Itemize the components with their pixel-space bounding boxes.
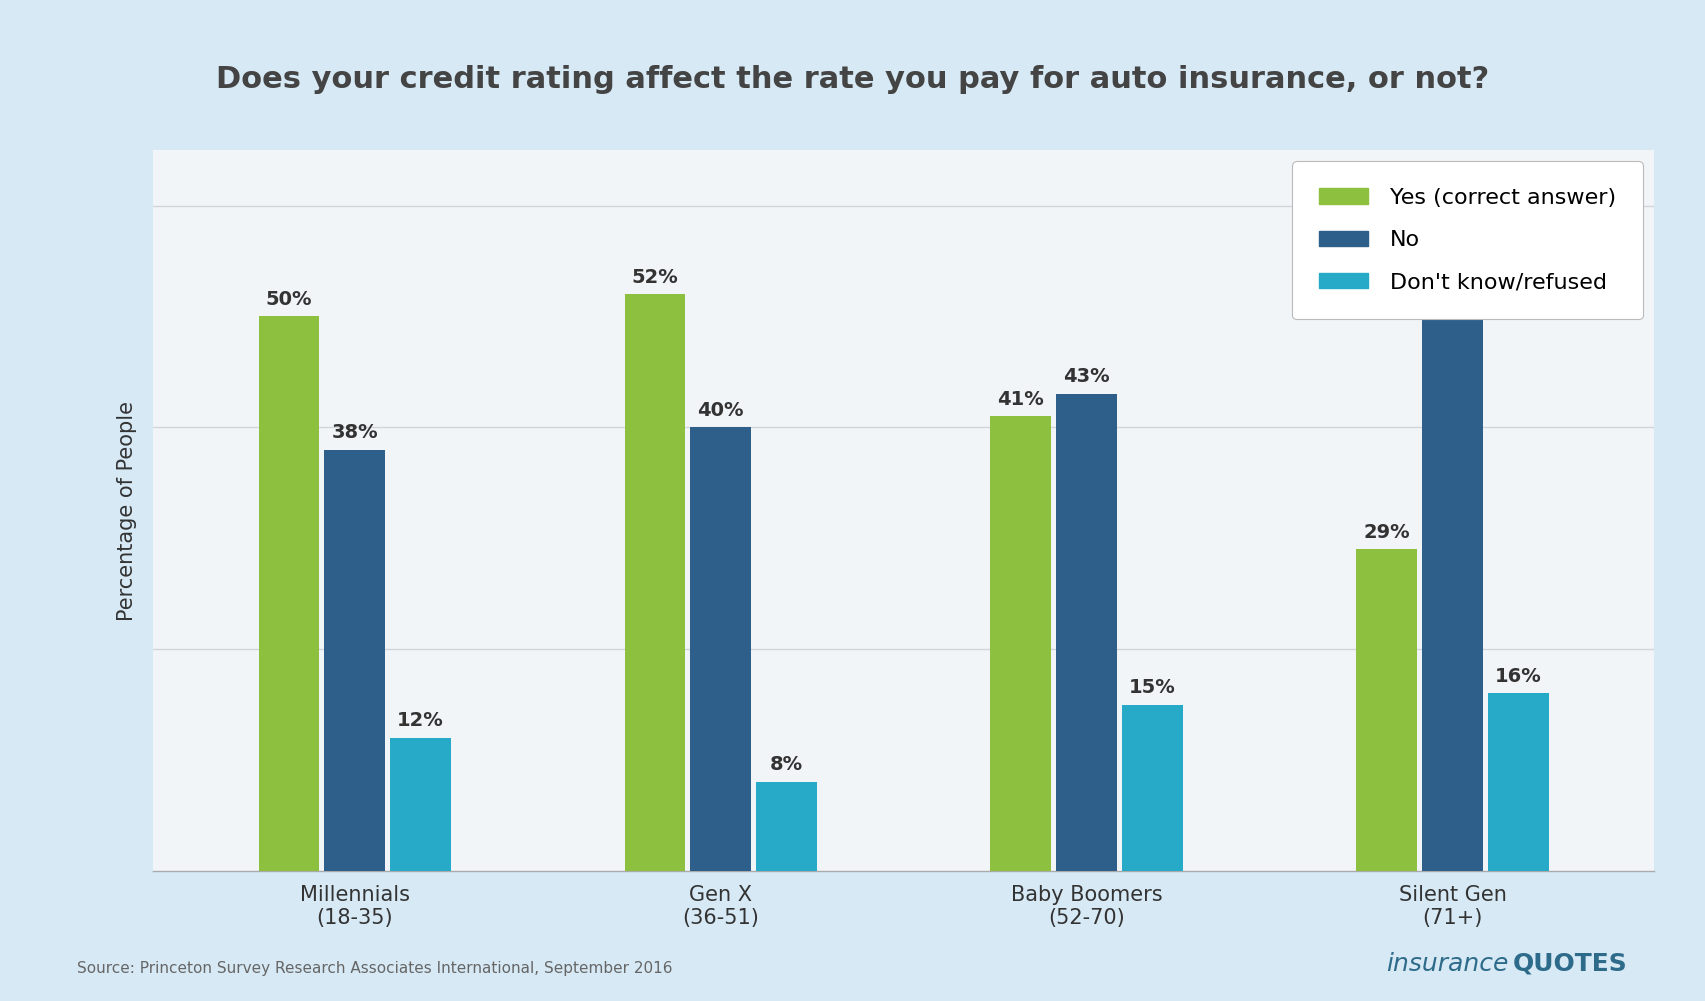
Bar <box>757 782 817 871</box>
Bar <box>324 449 385 871</box>
Legend: Yes (correct answer), No, Don't know/refused: Yes (correct answer), No, Don't know/ref… <box>1292 161 1642 319</box>
Text: 52%: 52% <box>631 267 679 286</box>
Bar <box>1057 394 1117 871</box>
Bar <box>1122 705 1183 871</box>
Y-axis label: Percentage of People: Percentage of People <box>116 400 136 621</box>
Bar <box>1357 550 1417 871</box>
Text: 43%: 43% <box>1064 367 1110 386</box>
Text: insurance: insurance <box>1386 952 1509 976</box>
Bar <box>624 294 685 871</box>
Bar <box>390 738 450 871</box>
Bar <box>1422 283 1483 871</box>
Text: 38%: 38% <box>331 422 379 441</box>
Text: 40%: 40% <box>697 400 743 419</box>
Bar <box>691 427 750 871</box>
Text: 15%: 15% <box>1129 678 1176 697</box>
Text: Does your credit rating affect the rate you pay for auto insurance, or not?: Does your credit rating affect the rate … <box>217 65 1488 94</box>
Text: 41%: 41% <box>997 389 1043 408</box>
Text: QUOTES: QUOTES <box>1512 952 1627 976</box>
Text: 50%: 50% <box>266 289 312 308</box>
Text: 29%: 29% <box>1364 523 1410 542</box>
Bar <box>259 316 319 871</box>
Text: 8%: 8% <box>771 756 803 775</box>
Bar <box>1488 694 1548 871</box>
Bar <box>991 416 1050 871</box>
Text: 53%: 53% <box>1429 256 1477 275</box>
Text: 16%: 16% <box>1495 667 1541 686</box>
Text: Source: Princeton Survey Research Associates International, September 2016: Source: Princeton Survey Research Associ… <box>77 961 672 976</box>
Text: 12%: 12% <box>397 711 443 730</box>
